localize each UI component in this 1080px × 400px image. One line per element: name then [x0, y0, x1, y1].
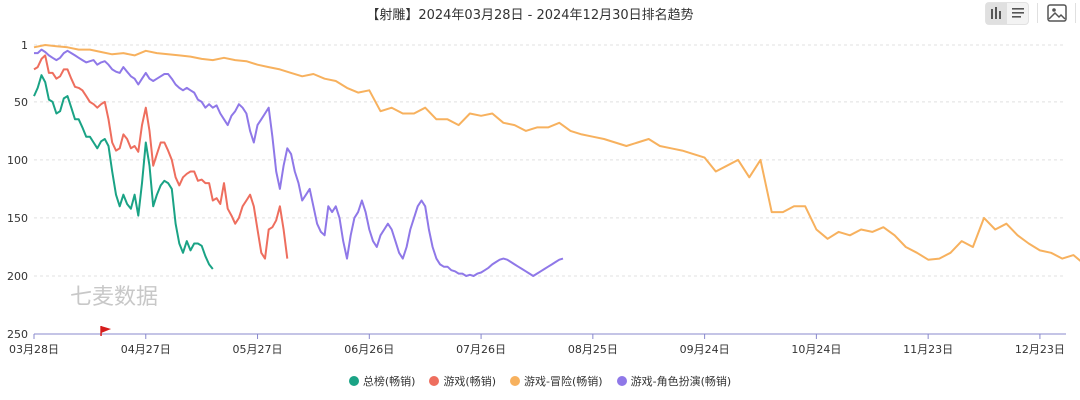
legend-label: 游戏-角色扮演(畅销)	[630, 375, 732, 388]
legend-dot-icon	[348, 376, 359, 386]
chart-toolbar	[985, 0, 1080, 26]
legend-item-1[interactable]: 游戏(畅销)	[429, 373, 496, 389]
legend-dot-icon	[510, 376, 521, 386]
x-tick-label: 06月26日	[344, 343, 394, 356]
y-tick-label: 50	[14, 96, 28, 109]
toolbar-divider	[1037, 3, 1038, 23]
x-tick-label: 10月24日	[791, 343, 841, 356]
bar-chart-icon[interactable]	[986, 2, 1007, 24]
legend-dot-icon	[429, 376, 440, 386]
series-line-0[interactable]	[33, 74, 214, 270]
view-toggle	[985, 1, 1029, 25]
x-tick-label: 05月27日	[233, 343, 283, 356]
legend-label: 总榜(畅销)	[362, 375, 416, 388]
chart-title: 【射雕】2024年03月28日 - 2024年12月30日排名趋势	[366, 8, 694, 23]
image-download-icon[interactable]	[1046, 3, 1067, 24]
chart-legend: 总榜(畅销) 游戏(畅销) 游戏-冒险(畅销) 游戏-角色扮演(畅销)	[0, 373, 1080, 389]
grid-lines	[34, 44, 1066, 277]
x-tick-label: 08月25日	[568, 343, 618, 356]
toolbar-divider-2	[1075, 3, 1076, 23]
x-tick-label: 11月23日	[903, 343, 953, 356]
x-tick-label: 04月27日	[121, 343, 171, 356]
legend-item-3[interactable]: 游戏-角色扮演(畅销)	[616, 373, 732, 389]
series-line-3[interactable]	[34, 48, 564, 277]
y-tick-label: 150	[7, 212, 28, 225]
legend-item-0[interactable]: 总榜(畅销)	[348, 373, 416, 389]
legend-label: 游戏(畅销)	[443, 375, 497, 388]
y-tick-label: 100	[7, 154, 28, 167]
y-tick-label: 1	[21, 39, 28, 52]
series-line-1[interactable]	[33, 54, 289, 260]
x-tick-label: 03月28日	[9, 343, 59, 356]
marker	[100, 326, 112, 336]
series-line-2[interactable]	[33, 44, 1080, 268]
flag-icon[interactable]	[100, 326, 112, 336]
legend-item-2[interactable]: 游戏-冒险(畅销)	[510, 373, 603, 389]
x-tick-label: 12月23日	[1015, 343, 1065, 356]
series-lines	[33, 44, 1080, 277]
legend-label: 游戏-冒险(畅销)	[524, 375, 603, 388]
y-tick-label: 250	[7, 328, 28, 341]
list-icon[interactable]	[1007, 3, 1028, 24]
legend-dot-icon	[616, 376, 627, 386]
y-tick-label: 200	[7, 270, 28, 283]
watermark: 七麦数据	[70, 285, 158, 310]
x-tick-label: 09月24日	[680, 343, 730, 356]
x-tick-label: 07月26日	[456, 343, 506, 356]
